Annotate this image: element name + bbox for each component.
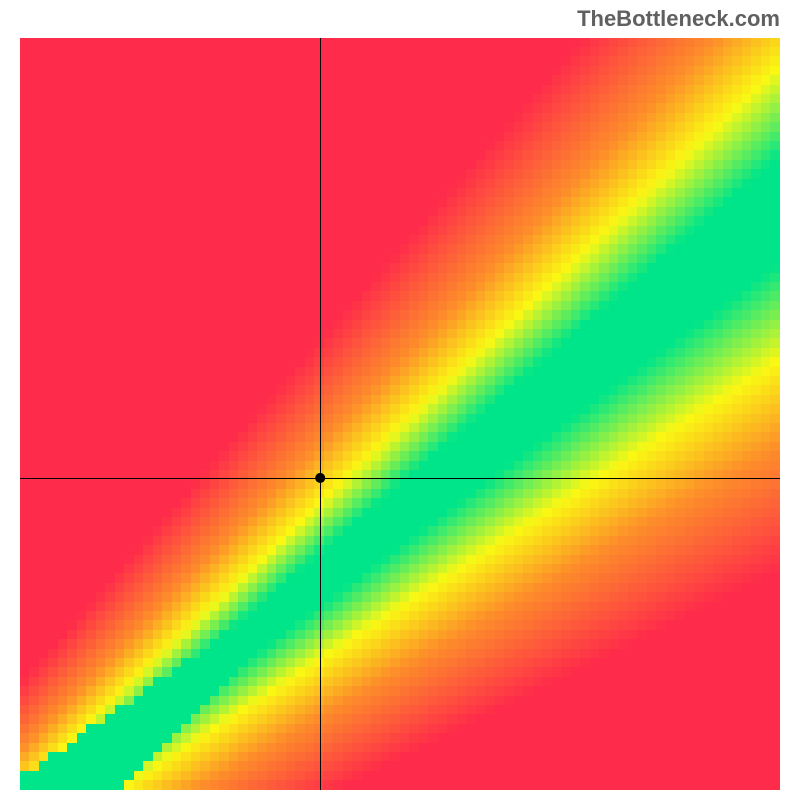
- watermark-text: TheBottleneck.com: [577, 6, 780, 32]
- chart-container: TheBottleneck.com: [0, 0, 800, 800]
- heatmap-canvas: [20, 38, 780, 790]
